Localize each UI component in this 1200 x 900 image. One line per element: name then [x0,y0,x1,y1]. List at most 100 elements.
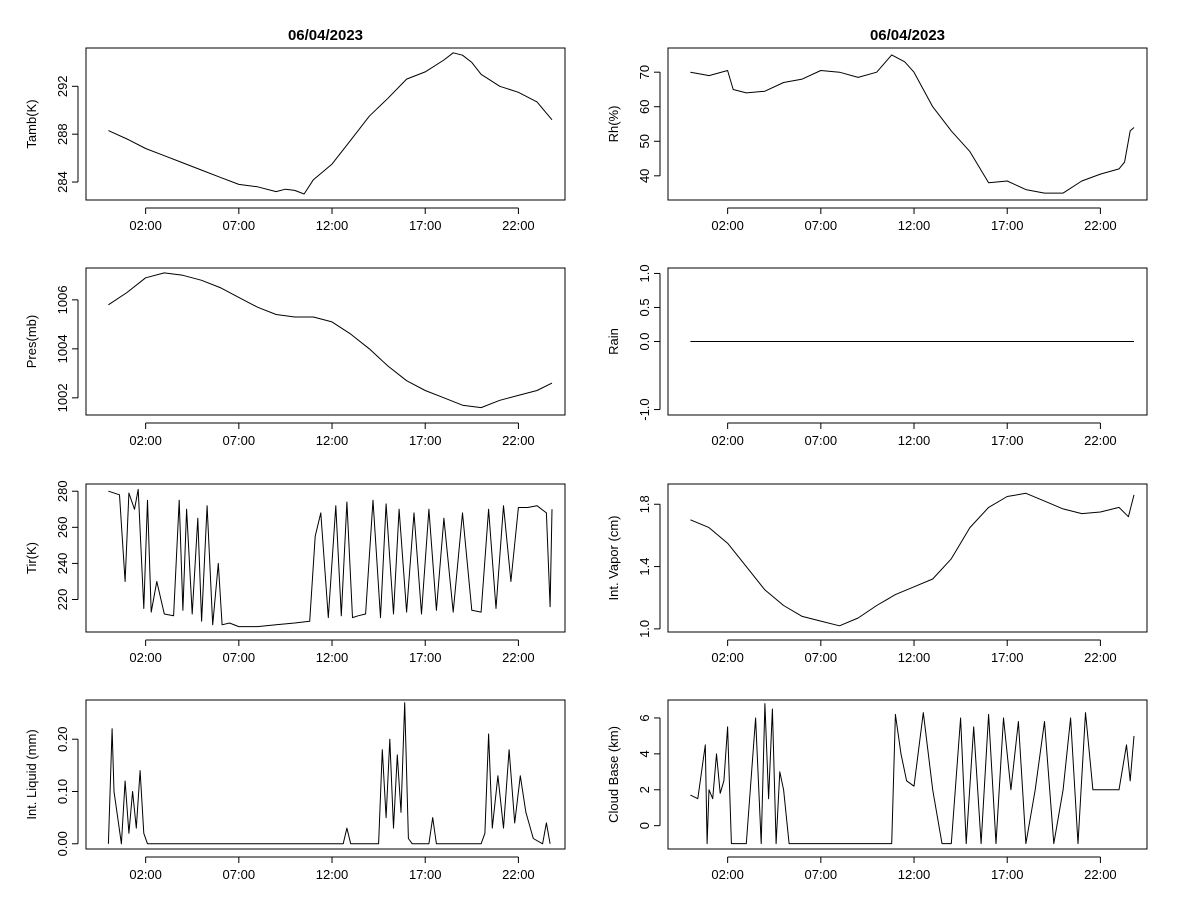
y-tick-label: 0 [637,822,652,829]
y-tick-label: 240 [55,553,70,575]
plot-frame [667,699,1148,850]
y-tick-label: 6 [637,714,652,721]
y-tick-label: 1004 [55,334,70,363]
panel-liquid: 02:00 07:00 12:00 17:00 22:00 0.00 0.10 0.20 Int… [24,699,566,882]
x-tick-label: 07:00 [805,650,838,665]
x-tick-label: 02:00 [129,650,162,665]
x-tick-label: 17:00 [991,433,1024,448]
y-tick-label: -1.0 [637,398,652,420]
plot-frame [667,47,1148,201]
x-tick-label: 07:00 [805,433,838,448]
y-tick-label: 2 [637,786,652,793]
x-tick-label: 17:00 [409,650,442,665]
x-tick-label: 22:00 [1084,650,1117,665]
x-tick-label: 07:00 [223,218,256,233]
y-tick-label: 288 [55,123,70,145]
plot-frame [667,267,1148,416]
x-tick-label: 02:00 [129,218,162,233]
y-tick-label: 50 [637,134,652,148]
y-tick-label: 1.8 [637,495,652,513]
x-tick-label: 22:00 [1084,433,1117,448]
x-tick-label: 17:00 [409,867,442,882]
y-axis-title: Pres(mb) [24,315,39,368]
y-tick-label: 0.10 [55,779,70,804]
y-tick-label: 70 [637,65,652,79]
x-tick-label: 12:00 [316,218,349,233]
y-axis-title: Int. Vapor (cm) [606,515,621,600]
plot-frame [85,47,566,201]
x-tick-label: 12:00 [316,433,349,448]
series-line-liquid [107,702,551,845]
x-tick-label: 07:00 [805,218,838,233]
y-tick-label: 60 [637,99,652,113]
x-tick-label: 12:00 [898,433,931,448]
x-tick-label: 22:00 [502,867,535,882]
series-line-tamb [108,52,553,195]
series-line-pres [108,272,553,409]
x-tick-label: 22:00 [1084,218,1117,233]
y-tick-label: 0.20 [55,727,70,752]
panel-title: 06/04/2023 [288,27,363,44]
x-tick-label: 12:00 [898,650,931,665]
series-line-rh [690,54,1135,194]
x-tick-label: 07:00 [805,867,838,882]
y-tick-label: 0.5 [637,298,652,316]
y-tick-label: 1.4 [637,558,652,576]
x-tick-label: 12:00 [898,218,931,233]
y-tick-label: 0.00 [55,831,70,856]
x-tick-label: 02:00 [711,218,744,233]
x-tick-label: 22:00 [502,218,535,233]
x-tick-label: 22:00 [502,433,535,448]
y-tick-label: 40 [637,169,652,183]
y-axis-title: Tamb(K) [24,99,39,148]
y-axis-title: Tir(K) [24,542,39,574]
x-tick-label: 22:00 [502,650,535,665]
x-tick-label: 02:00 [711,650,744,665]
y-tick-label: 284 [55,171,70,193]
y-tick-label: 1002 [55,383,70,412]
plot-frame [85,699,566,850]
y-tick-label: 292 [55,75,70,97]
y-tick-label: 1.0 [637,620,652,638]
panel-cloud: 02:00 07:00 12:00 17:00 22:00 0 2 4 6 Cloud Base … [606,699,1148,882]
y-tick-label: 4 [637,750,652,757]
x-tick-label: 12:00 [316,650,349,665]
y-axis-title: Cloud Base (km) [606,726,621,823]
series-line-tir [108,488,553,628]
y-axis-title: Rain [606,328,621,355]
x-tick-label: 17:00 [991,650,1024,665]
x-tick-label: 12:00 [316,867,349,882]
plot-frame [85,267,566,416]
panel-tir: 02:00 07:00 12:00 17:00 22:00 220 240 260 280 Tir… [24,480,566,665]
panel-pres: 02:00 07:00 12:00 17:00 22:00 1002 1004 1006 Pre… [24,267,566,448]
panel-vapor: 02:00 07:00 12:00 17:00 22:00 1.0 1.4 1.8 Int. V… [606,483,1148,665]
y-tick-label: 1006 [55,285,70,314]
panel-tamb: 06/04/2023 02:00 07:00 12:00 17:00 22:00 284 28… [24,27,566,233]
x-tick-label: 07:00 [223,433,256,448]
x-tick-label: 02:00 [711,867,744,882]
x-tick-label: 02:00 [129,867,162,882]
y-tick-label: 280 [55,480,70,502]
x-tick-label: 17:00 [409,433,442,448]
y-tick-label: 0.0 [637,332,652,350]
x-tick-label: 07:00 [223,650,256,665]
panel-rh: 06/04/2023 02:00 07:00 12:00 17:00 22:00 40 50 6… [606,27,1148,233]
y-tick-label: 260 [55,516,70,538]
y-axis-title: Int. Liquid (mm) [24,729,39,819]
x-tick-label: 17:00 [991,867,1024,882]
plot-frame [667,483,1148,633]
plot-frame [85,483,566,633]
x-tick-label: 17:00 [991,218,1024,233]
panel-title: 06/04/2023 [870,27,945,44]
y-axis-title: Rh(%) [606,106,621,143]
series-line-cloud [690,703,1135,845]
x-tick-label: 12:00 [898,867,931,882]
x-tick-label: 07:00 [223,867,256,882]
panel-rain: 02:00 07:00 12:00 17:00 22:00 -1.0 0.0 0.5 1.0 Ra… [606,264,1148,448]
x-tick-label: 17:00 [409,218,442,233]
x-tick-label: 02:00 [129,433,162,448]
y-tick-label: 220 [55,589,70,611]
y-tick-label: 1.0 [637,264,652,282]
x-tick-label: 02:00 [711,433,744,448]
